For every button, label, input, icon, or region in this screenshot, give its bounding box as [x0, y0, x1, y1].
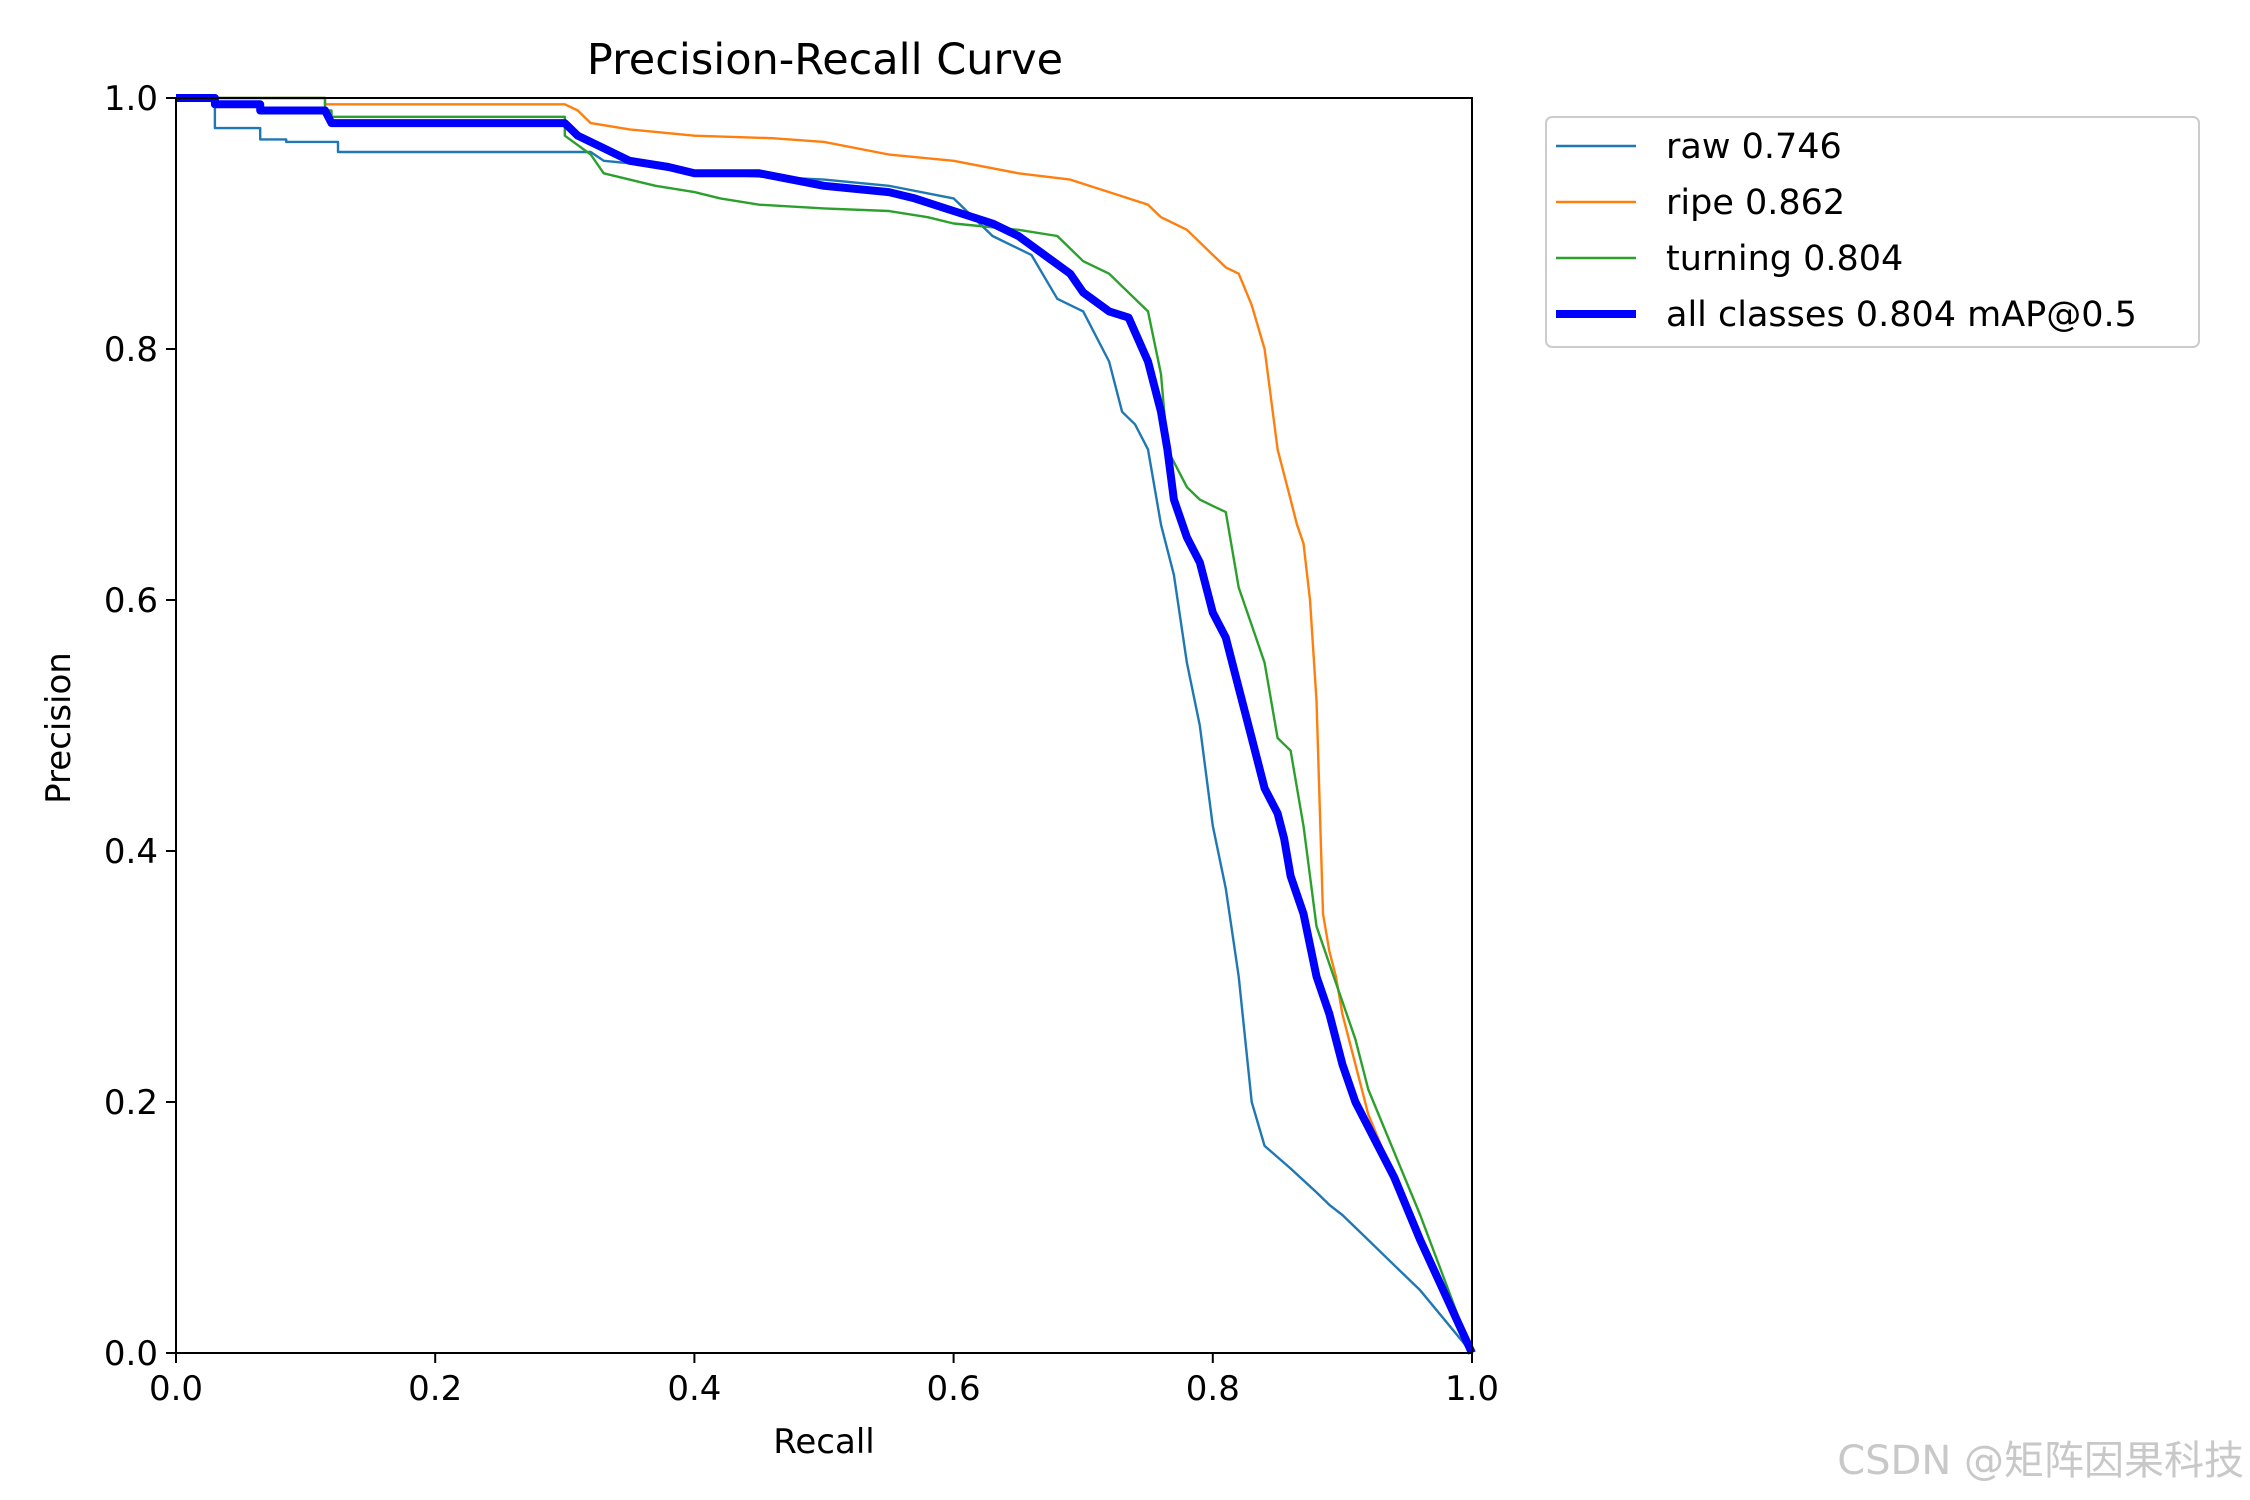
y-tick-label: 1.0	[104, 79, 158, 119]
series-line-1	[176, 96, 1473, 1354]
legend-entry-label: raw 0.746	[1666, 127, 1842, 167]
legend: raw 0.746 ripe 0.862 turning 0.804 all clas…	[1545, 116, 2200, 348]
watermark: CSDN @矩阵因果科技	[1837, 1438, 2244, 1484]
y-tick-label: 0.8	[104, 330, 158, 370]
x-tick-label: 1.0	[1445, 1369, 1499, 1409]
x-tick-label: 0.4	[667, 1369, 721, 1409]
x-tick-label: 0.2	[408, 1369, 462, 1409]
legend-entry-label: ripe 0.862	[1666, 183, 1845, 223]
y-tick-label: 0.6	[104, 581, 158, 621]
legend-items: raw 0.746 ripe 0.862 turning 0.804 all clas…	[1556, 127, 2137, 335]
y-axis-ticks: 0.0 0.2 0.4 0.6 0.8 1.0	[104, 79, 176, 1374]
legend-entry-label: turning 0.804	[1666, 239, 1903, 279]
series-line-2	[176, 96, 1474, 1354]
y-tick-label: 0.2	[104, 1083, 158, 1123]
x-tick-label: 0.0	[149, 1369, 203, 1409]
y-axis-label: Precision	[39, 652, 79, 804]
legend-box	[1545, 116, 2200, 348]
x-axis-ticks: 0.0 0.2 0.4 0.6 0.8 1.0	[149, 1353, 1499, 1409]
x-tick-label: 0.6	[927, 1369, 981, 1409]
series-line-4	[176, 94, 1476, 1355]
x-tick-label: 0.8	[1186, 1369, 1240, 1409]
chart-title: Precision-Recall Curve	[587, 35, 1063, 85]
y-tick-label: 0.0	[104, 1334, 158, 1374]
series-layer	[176, 94, 1476, 1355]
y-tick-label: 0.4	[104, 832, 158, 872]
plot-area-frame	[175, 97, 1473, 1354]
series-line-3	[176, 96, 1474, 1354]
x-axis-label: Recall	[773, 1422, 874, 1462]
legend-entry-label: all classes 0.804 mAP@0.5	[1666, 295, 2137, 335]
